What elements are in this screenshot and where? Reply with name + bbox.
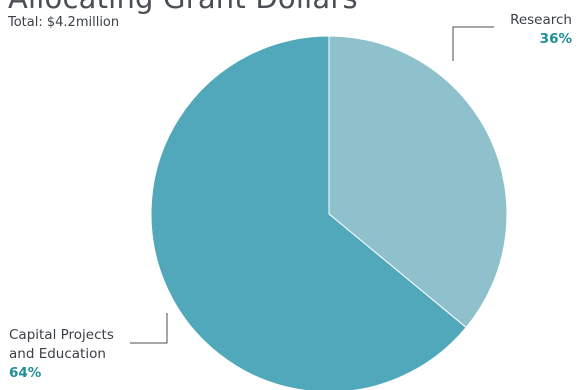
pie-slices bbox=[150, 35, 508, 390]
chart-subtitle: Total: $4.2million bbox=[8, 15, 120, 30]
pie-slice-capital-projects-and-education bbox=[150, 35, 467, 390]
slice-label-capital-value: 64% bbox=[9, 365, 42, 381]
slice-label-capital-name-line2: and Education bbox=[9, 346, 106, 362]
chart-title: Allocating Grant Dollars bbox=[8, 0, 358, 13]
slice-label-capital-name-line1: Capital Projects bbox=[9, 327, 114, 343]
slice-label-research-value: 36% bbox=[539, 31, 572, 47]
slice-label-research: Research 36% bbox=[510, 11, 572, 49]
research-leader-line bbox=[452, 26, 494, 61]
capital-leader-line bbox=[130, 313, 168, 344]
pie-slice-research bbox=[328, 35, 508, 329]
slice-label-research-name: Research bbox=[510, 12, 572, 28]
slice-label-capital: Capital Projects and Education 64% bbox=[9, 326, 114, 383]
